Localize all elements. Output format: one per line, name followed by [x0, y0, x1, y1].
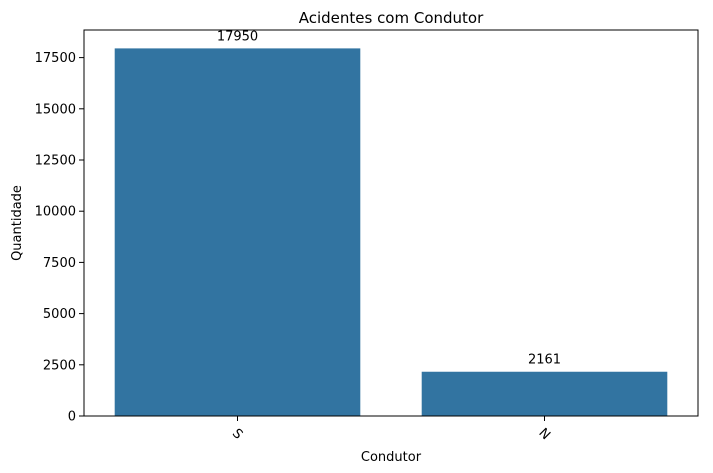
x-axis-label: Condutor	[361, 450, 422, 465]
y-axis: 0 2500 5000 7500 10000 12500 15000 17500	[35, 51, 84, 425]
chart-title: Acidentes com Condutor	[299, 9, 484, 27]
data-labels-group: 17950 2161	[217, 29, 561, 367]
y-tick-label-2500: 2500	[43, 358, 76, 373]
plot-frame	[83, 29, 699, 417]
y-axis-label: Quantidade	[10, 185, 25, 261]
x-tick-label-N: N	[535, 426, 552, 443]
y-tick-label-17500: 17500	[35, 51, 76, 66]
x-tick-label-S: S	[229, 426, 245, 442]
y-tick-label-10000: 10000	[35, 205, 76, 220]
data-label-N: 2161	[528, 353, 561, 368]
y-tick-label-15000: 15000	[35, 102, 76, 117]
bars-group	[114, 48, 668, 416]
bar-N	[421, 371, 668, 416]
y-tick-label-5000: 5000	[43, 307, 76, 322]
y-tick-label-12500: 12500	[35, 154, 76, 169]
bar-S	[114, 48, 361, 416]
data-label-S: 17950	[217, 29, 258, 44]
y-tick-label-0: 0	[68, 410, 76, 425]
y-tick-label-7500: 7500	[43, 256, 76, 271]
